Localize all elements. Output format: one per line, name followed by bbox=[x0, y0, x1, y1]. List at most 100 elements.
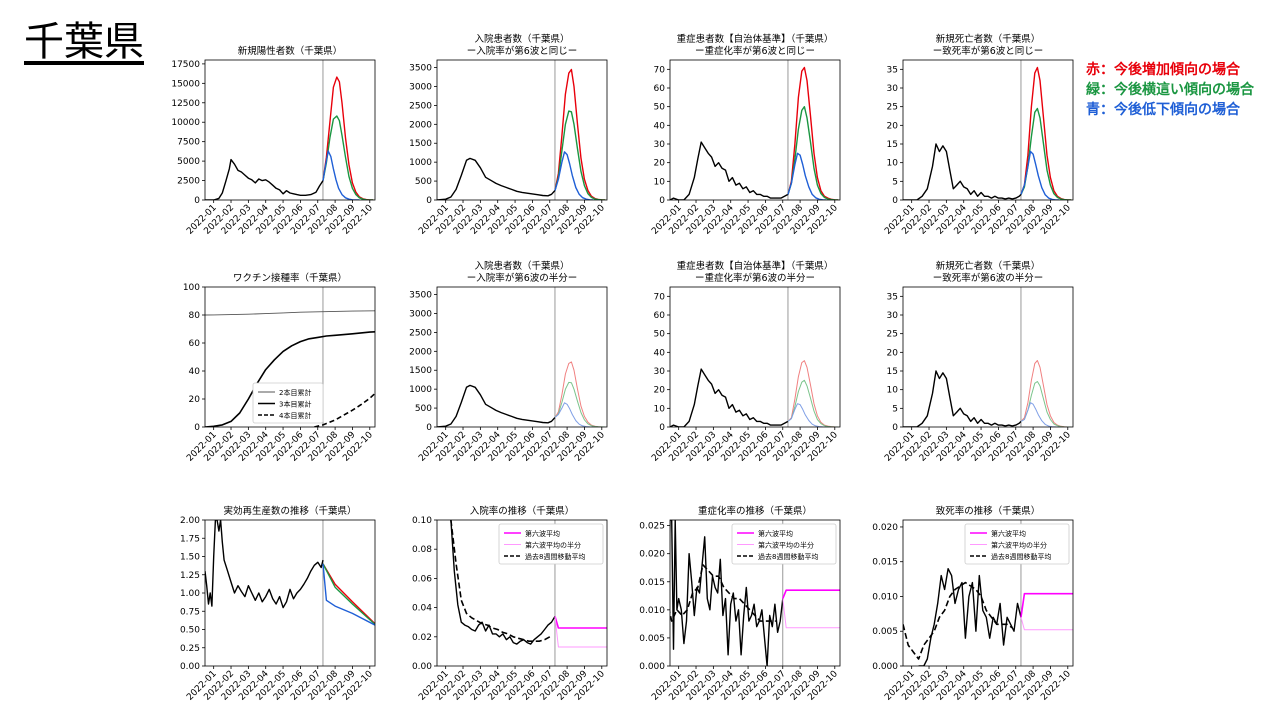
y-tick-label: 60 bbox=[654, 84, 666, 94]
y-tick-label: 2000 bbox=[409, 120, 432, 130]
y-tick-label: 0.04 bbox=[412, 604, 432, 614]
y-tick-label: 0 bbox=[659, 196, 665, 206]
chart-title: ー致死率が第6波の半分ー bbox=[933, 272, 1044, 284]
series-line bbox=[787, 152, 827, 200]
y-tick-label: 2000 bbox=[409, 347, 432, 357]
note-green: 緑：今後横這い傾向の場合 bbox=[1086, 82, 1254, 98]
y-tick-label: 10 bbox=[654, 404, 666, 414]
legend-label: 過去8週間移動平均 bbox=[525, 552, 585, 561]
y-tick-label: 5 bbox=[892, 404, 898, 414]
plot-frame bbox=[436, 519, 608, 667]
y-tick-label: 0.000 bbox=[872, 662, 898, 672]
y-tick-label: 7500 bbox=[177, 138, 200, 148]
y-tick-label: 0.00 bbox=[180, 662, 200, 672]
chart-c4: 新規死亡者数（千葉県）ー致死率が第6波と同じー05101520253035202… bbox=[883, 33, 1074, 237]
chart-title: ー重症化率が第6波の半分ー bbox=[695, 272, 815, 284]
plot-frame bbox=[669, 519, 841, 667]
legend-label: 第六波平均 bbox=[758, 529, 793, 538]
chart-title: ー重症化率が第6波と同じー bbox=[695, 45, 815, 57]
y-tick-label: 0 bbox=[194, 423, 200, 433]
y-tick-label: 1500 bbox=[409, 139, 432, 149]
y-tick-label: 35 bbox=[887, 65, 898, 75]
y-tick-label: 25 bbox=[887, 330, 898, 340]
y-tick-label: 30 bbox=[654, 140, 666, 150]
series-line bbox=[782, 598, 840, 629]
legend-label: 過去8週間移動平均 bbox=[991, 552, 1051, 561]
series-line bbox=[554, 361, 606, 427]
y-tick-label: 0.005 bbox=[872, 627, 898, 637]
y-tick-label: 30 bbox=[887, 84, 899, 94]
plot-frame bbox=[902, 519, 1074, 667]
y-tick-label: 60 bbox=[654, 311, 666, 321]
y-tick-label: 1.00 bbox=[180, 589, 200, 599]
y-tick-label: 0.000 bbox=[639, 662, 665, 672]
series-group bbox=[903, 568, 1073, 666]
series-line bbox=[1020, 107, 1072, 200]
y-tick-label: 20 bbox=[654, 159, 666, 169]
legend-box bbox=[498, 523, 604, 565]
chart-title: ー入院率が第6波と同じー bbox=[467, 45, 578, 57]
series-line bbox=[787, 360, 839, 427]
series-group bbox=[903, 360, 1072, 427]
y-tick-label: 40 bbox=[654, 348, 666, 358]
series-group bbox=[205, 520, 375, 626]
series-line bbox=[205, 158, 324, 200]
plot-frame bbox=[436, 286, 608, 428]
series-group bbox=[450, 520, 607, 648]
y-tick-label: 1000 bbox=[409, 158, 432, 168]
series-line bbox=[1020, 66, 1072, 200]
y-tick-label: 0 bbox=[194, 196, 200, 206]
legend-label: 第六波平均 bbox=[525, 529, 560, 538]
y-tick-label: 25 bbox=[887, 103, 898, 113]
series-line bbox=[205, 310, 375, 316]
series-group bbox=[903, 66, 1072, 200]
y-tick-label: 1.25 bbox=[180, 571, 200, 581]
y-tick-label: 0 bbox=[426, 423, 432, 433]
y-tick-label: 0.50 bbox=[180, 626, 200, 636]
plot-frame bbox=[436, 59, 608, 201]
y-tick-label: 0.00 bbox=[412, 662, 432, 672]
y-tick-label: 35 bbox=[887, 292, 898, 302]
series-line bbox=[322, 150, 360, 200]
chart-c12: 致死率の推移（千葉県）0.0000.0050.0100.0150.0202022… bbox=[872, 505, 1074, 703]
y-tick-label: 3000 bbox=[409, 82, 432, 92]
chart-c5: ワクチン接種率（千葉県）0204060801002022-012022-0220… bbox=[183, 272, 376, 464]
series-line bbox=[554, 616, 607, 648]
series-line bbox=[322, 563, 375, 625]
y-tick-label: 0.020 bbox=[872, 523, 898, 533]
series-line bbox=[787, 105, 839, 200]
y-tick-label: 0 bbox=[426, 196, 432, 206]
y-tick-label: 60 bbox=[189, 339, 201, 349]
y-tick-label: 10 bbox=[887, 386, 899, 396]
series-line bbox=[670, 368, 789, 427]
plot-frame bbox=[204, 519, 376, 667]
series-line bbox=[903, 370, 1022, 427]
legend-label: 第六波平均の半分 bbox=[991, 541, 1047, 550]
series-line bbox=[903, 143, 1022, 200]
series-line bbox=[1020, 617, 1073, 631]
chart-c11: 重症化率の推移（千葉県） 0.000 0.005 0.010 0.015 0.020 0.0… bbox=[639, 505, 841, 703]
y-tick-label: 0.06 bbox=[412, 574, 432, 584]
series-line bbox=[314, 392, 375, 427]
chart-title: 重症化率の推移（千葉県） bbox=[698, 505, 812, 517]
y-tick-label: 3000 bbox=[409, 309, 432, 319]
y-tick-label: 10 bbox=[654, 177, 666, 187]
series-line bbox=[554, 110, 606, 200]
chart-title: ワクチン接種率（千葉県） bbox=[233, 272, 347, 284]
y-tick-label: 0.010 bbox=[872, 592, 898, 602]
y-tick-label: 50 bbox=[654, 103, 666, 113]
y-tick-label: 0.25 bbox=[180, 644, 200, 654]
note-red: 赤：今後増加傾向の場合 bbox=[1086, 62, 1240, 78]
y-tick-label: 0.005 bbox=[639, 634, 665, 644]
series-line bbox=[554, 68, 606, 200]
y-tick-label: 20 bbox=[887, 348, 899, 358]
y-tick-label: 2.00 bbox=[180, 516, 200, 526]
chart-title: 重症患者数【自治体基準】（千葉県） bbox=[677, 260, 834, 272]
chart-c6: 入院患者数（千葉県）ー入院率が第6波の半分ー 0 500 1000 1500 2000 25… bbox=[409, 260, 608, 464]
y-tick-label: 30 bbox=[654, 367, 666, 377]
y-tick-label: 70 bbox=[654, 65, 666, 75]
series-line bbox=[1020, 360, 1072, 427]
series-group bbox=[670, 66, 839, 200]
series-line bbox=[450, 520, 556, 645]
